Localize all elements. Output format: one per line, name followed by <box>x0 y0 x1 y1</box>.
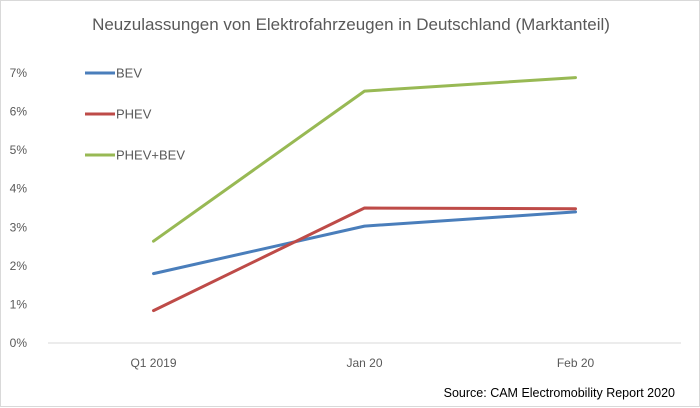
y-tick-label: 2% <box>10 259 28 273</box>
series-line-bev <box>152 210 577 276</box>
x-tick-label: Feb 20 <box>557 356 595 370</box>
y-axis-tick-labels: 0% 1% 2% 3% 4% 5% 6% 7% <box>10 66 28 350</box>
y-tick-label: 6% <box>10 105 28 119</box>
source-note: Source: CAM Electromobility Report 2020 <box>444 386 675 400</box>
y-tick-label: 4% <box>10 182 28 196</box>
y-tick-label: 5% <box>10 143 28 157</box>
legend-label-bev: BEV <box>116 66 142 81</box>
y-tick-label: 0% <box>10 336 28 350</box>
legend: BEV PHEV PHEV+BEV <box>85 66 185 163</box>
legend-label-phev: PHEV <box>116 107 152 122</box>
x-tick-label: Q1 2019 <box>130 356 176 370</box>
legend-label-phev-bev: PHEV+BEV <box>116 148 185 163</box>
y-tick-label: 3% <box>10 220 28 234</box>
x-axis-tick-labels: Q1 2019 Jan 20 Feb 20 <box>130 356 594 370</box>
y-tick-label: 1% <box>10 297 28 311</box>
series-line-phev <box>152 206 577 313</box>
series-line-phev-bev <box>152 76 577 243</box>
series-lines <box>152 76 577 313</box>
x-tick-label: Jan 20 <box>346 356 382 370</box>
chart-title: Neuzulassungen von Elektrofahrzeugen in … <box>92 15 610 34</box>
y-tick-label: 7% <box>10 66 28 80</box>
